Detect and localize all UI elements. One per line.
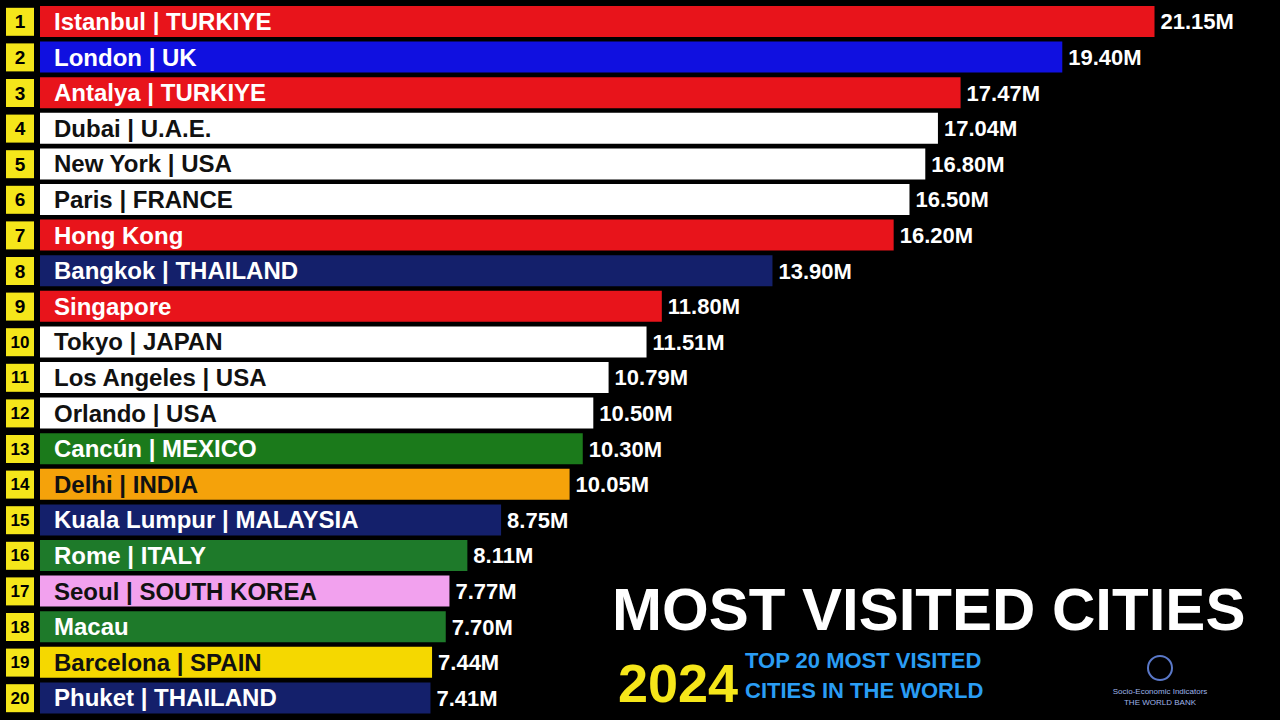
svg-text:17.47M: 17.47M [967,81,1040,106]
svg-text:17: 17 [11,582,30,601]
svg-text:Hong Kong: Hong Kong [54,222,183,249]
svg-text:Delhi | INDIA: Delhi | INDIA [54,471,198,498]
svg-text:19: 19 [11,653,30,672]
svg-text:THE WORLD BANK: THE WORLD BANK [1124,698,1197,707]
svg-text:London | UK: London | UK [54,44,197,71]
svg-text:10.05M: 10.05M [576,472,649,497]
svg-text:4: 4 [15,118,26,139]
svg-text:Socio-Economic Indicators: Socio-Economic Indicators [1113,687,1208,696]
svg-text:16.80M: 16.80M [931,152,1004,177]
svg-text:5: 5 [15,154,26,175]
svg-text:12: 12 [11,404,30,423]
svg-text:8.75M: 8.75M [507,508,568,533]
svg-text:Cancún | MEXICO: Cancún | MEXICO [54,435,257,462]
svg-text:6: 6 [15,189,26,210]
svg-text:15: 15 [11,511,30,530]
svg-text:13.90M: 13.90M [778,259,851,284]
svg-text:Barcelona | SPAIN: Barcelona | SPAIN [54,649,262,676]
svg-text:Singapore: Singapore [54,293,171,320]
svg-text:10.79M: 10.79M [615,365,688,390]
svg-text:17.04M: 17.04M [944,116,1017,141]
svg-text:7.44M: 7.44M [438,650,499,675]
svg-text:Kuala Lumpur | MALAYSIA: Kuala Lumpur | MALAYSIA [54,506,359,533]
svg-text:CITIES IN THE WORLD: CITIES IN THE WORLD [745,678,983,703]
svg-text:7: 7 [15,225,26,246]
svg-text:7.70M: 7.70M [452,615,513,640]
svg-text:11.80M: 11.80M [668,294,740,319]
svg-text:21.15M: 21.15M [1161,9,1234,34]
svg-text:10.30M: 10.30M [589,437,662,462]
svg-text:8: 8 [15,261,26,282]
svg-text:1: 1 [15,11,26,32]
svg-text:8.11M: 8.11M [473,543,533,568]
svg-text:9: 9 [15,296,26,317]
svg-text:7.77M: 7.77M [455,579,516,604]
svg-text:Phuket | THAILAND: Phuket | THAILAND [54,684,277,711]
svg-text:MOST VISITED CITIES: MOST VISITED CITIES [612,576,1245,643]
svg-text:2: 2 [15,47,26,68]
svg-text:Antalya | TURKIYE: Antalya | TURKIYE [54,79,266,106]
svg-text:Tokyo | JAPAN: Tokyo | JAPAN [54,328,223,355]
svg-text:7.41M: 7.41M [436,686,497,711]
svg-text:16: 16 [11,546,30,565]
svg-text:Dubai | U.A.E.: Dubai | U.A.E. [54,115,211,142]
svg-text:Macau: Macau [54,613,129,640]
svg-text:11: 11 [11,368,29,387]
svg-text:16.50M: 16.50M [915,187,988,212]
svg-text:10: 10 [11,333,30,352]
svg-text:14: 14 [11,475,30,494]
svg-text:11.51M: 11.51M [653,330,725,355]
svg-text:10.50M: 10.50M [599,401,672,426]
svg-text:Los Angeles | USA: Los Angeles | USA [54,364,267,391]
svg-text:13: 13 [11,440,30,459]
svg-text:18: 18 [11,618,30,637]
svg-text:New York | USA: New York | USA [54,150,232,177]
svg-text:Istanbul | TURKIYE: Istanbul | TURKIYE [54,8,271,35]
svg-text:20: 20 [11,689,30,708]
svg-text:Orlando | USA: Orlando | USA [54,400,217,427]
svg-text:Bangkok | THAILAND: Bangkok | THAILAND [54,257,298,284]
svg-text:Paris | FRANCE: Paris | FRANCE [54,186,233,213]
svg-text:3: 3 [15,83,26,104]
svg-text:Seoul | SOUTH KOREA: Seoul | SOUTH KOREA [54,578,317,605]
svg-text:Rome | ITALY: Rome | ITALY [54,542,206,569]
svg-text:TOP 20 MOST VISITED: TOP 20 MOST VISITED [745,648,981,673]
svg-text:2024: 2024 [618,653,738,713]
svg-text:16.20M: 16.20M [900,223,973,248]
svg-text:19.40M: 19.40M [1068,45,1141,70]
